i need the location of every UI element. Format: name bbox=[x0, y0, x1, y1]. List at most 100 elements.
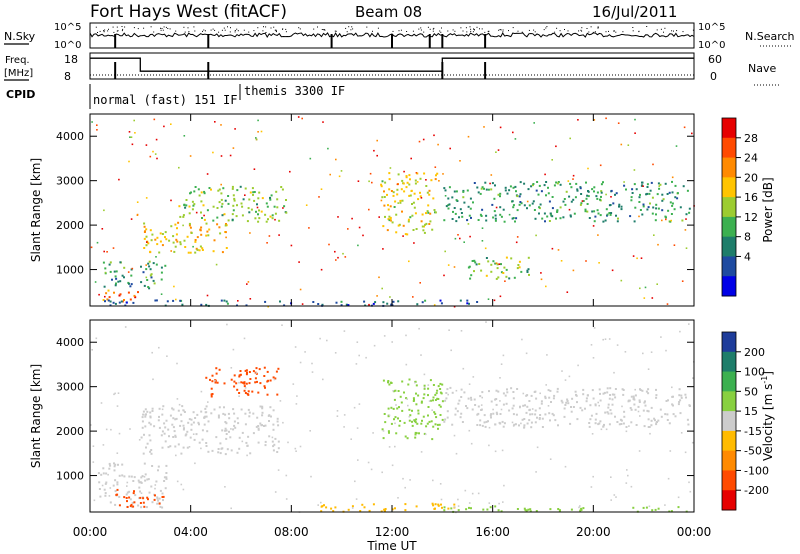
noise-point bbox=[628, 425, 630, 427]
noise-point bbox=[327, 147, 329, 150]
data-point bbox=[321, 505, 324, 508]
data-point bbox=[198, 249, 201, 252]
data-point bbox=[233, 385, 236, 388]
data-point bbox=[398, 223, 401, 226]
data-point bbox=[257, 391, 260, 394]
noise-point bbox=[495, 262, 498, 264]
nsky-point bbox=[454, 30, 456, 32]
data-point bbox=[655, 423, 658, 426]
noise-point bbox=[256, 206, 259, 209]
noise-point bbox=[449, 147, 451, 150]
data-point bbox=[446, 410, 449, 413]
data-point bbox=[408, 183, 411, 186]
data-point bbox=[134, 296, 137, 299]
data-point bbox=[178, 205, 181, 208]
data-point bbox=[176, 227, 178, 230]
noise-point bbox=[367, 461, 370, 464]
data-point bbox=[245, 304, 248, 307]
data-point bbox=[437, 427, 439, 430]
noise-point bbox=[129, 136, 131, 138]
data-point bbox=[183, 204, 186, 207]
data-point bbox=[245, 369, 248, 372]
data-point bbox=[451, 423, 454, 426]
data-point bbox=[441, 400, 444, 403]
noise-point bbox=[498, 263, 501, 265]
data-point bbox=[189, 251, 192, 254]
data-point bbox=[196, 236, 199, 239]
data-point bbox=[587, 190, 589, 192]
data-point bbox=[569, 214, 572, 217]
data-point bbox=[551, 412, 554, 415]
data-point bbox=[174, 418, 177, 421]
data-point bbox=[588, 422, 591, 424]
data-point bbox=[201, 429, 204, 432]
nsky-point bbox=[257, 27, 259, 29]
data-point bbox=[114, 463, 117, 466]
data-point bbox=[509, 185, 512, 188]
noise-point bbox=[522, 392, 525, 395]
data-point bbox=[150, 452, 153, 455]
data-point bbox=[547, 389, 550, 392]
data-point bbox=[406, 181, 409, 184]
noise-point bbox=[658, 185, 660, 187]
data-point bbox=[207, 420, 210, 423]
noise-point bbox=[593, 327, 596, 329]
data-point bbox=[170, 225, 173, 228]
data-point bbox=[147, 262, 150, 265]
data-point bbox=[492, 216, 495, 219]
noise-point bbox=[462, 367, 465, 370]
data-point bbox=[632, 506, 635, 509]
data-point bbox=[233, 420, 236, 423]
noise-point bbox=[503, 484, 505, 487]
data-point bbox=[490, 270, 493, 273]
noise-point bbox=[468, 383, 471, 385]
data-point bbox=[523, 418, 526, 420]
nsky-point bbox=[104, 29, 106, 31]
data-point bbox=[570, 200, 573, 203]
data-point bbox=[263, 366, 266, 369]
noise-point bbox=[370, 468, 373, 471]
data-point bbox=[503, 220, 506, 223]
data-point bbox=[211, 449, 214, 452]
data-point bbox=[129, 505, 132, 507]
nsky-point bbox=[203, 29, 205, 31]
data-point bbox=[116, 488, 119, 491]
noise-point bbox=[232, 348, 235, 351]
nsky-point bbox=[317, 26, 318, 28]
noise-point bbox=[405, 363, 408, 366]
data-point bbox=[504, 394, 507, 397]
noise-point bbox=[605, 117, 607, 120]
data-point bbox=[134, 494, 137, 497]
data-point bbox=[511, 407, 514, 410]
nsky-point bbox=[420, 27, 422, 29]
data-point bbox=[113, 291, 115, 294]
data-point bbox=[483, 421, 486, 424]
noise-point bbox=[525, 352, 528, 355]
data-point bbox=[600, 190, 603, 193]
noise-point bbox=[381, 471, 383, 474]
noise-point bbox=[460, 330, 463, 332]
data-point bbox=[157, 465, 160, 468]
data-point bbox=[602, 392, 605, 395]
data-point bbox=[239, 370, 242, 372]
nsky-point bbox=[500, 29, 502, 31]
data-point bbox=[585, 400, 588, 403]
noise-point bbox=[488, 426, 491, 429]
data-point bbox=[420, 422, 423, 425]
data-point bbox=[519, 201, 522, 203]
data-point bbox=[638, 399, 641, 402]
noise-point bbox=[320, 268, 323, 271]
data-point bbox=[164, 440, 167, 443]
x-tick-label: 04:00 bbox=[173, 525, 208, 539]
data-point bbox=[109, 270, 112, 273]
data-point bbox=[218, 226, 221, 229]
nsky-point bbox=[412, 30, 414, 32]
data-point bbox=[467, 397, 470, 400]
data-point bbox=[582, 388, 585, 391]
noise-point bbox=[577, 364, 579, 367]
noise-point bbox=[514, 138, 517, 140]
data-point bbox=[111, 278, 113, 281]
data-point bbox=[217, 414, 220, 417]
data-point bbox=[200, 191, 203, 194]
data-point bbox=[528, 204, 531, 207]
